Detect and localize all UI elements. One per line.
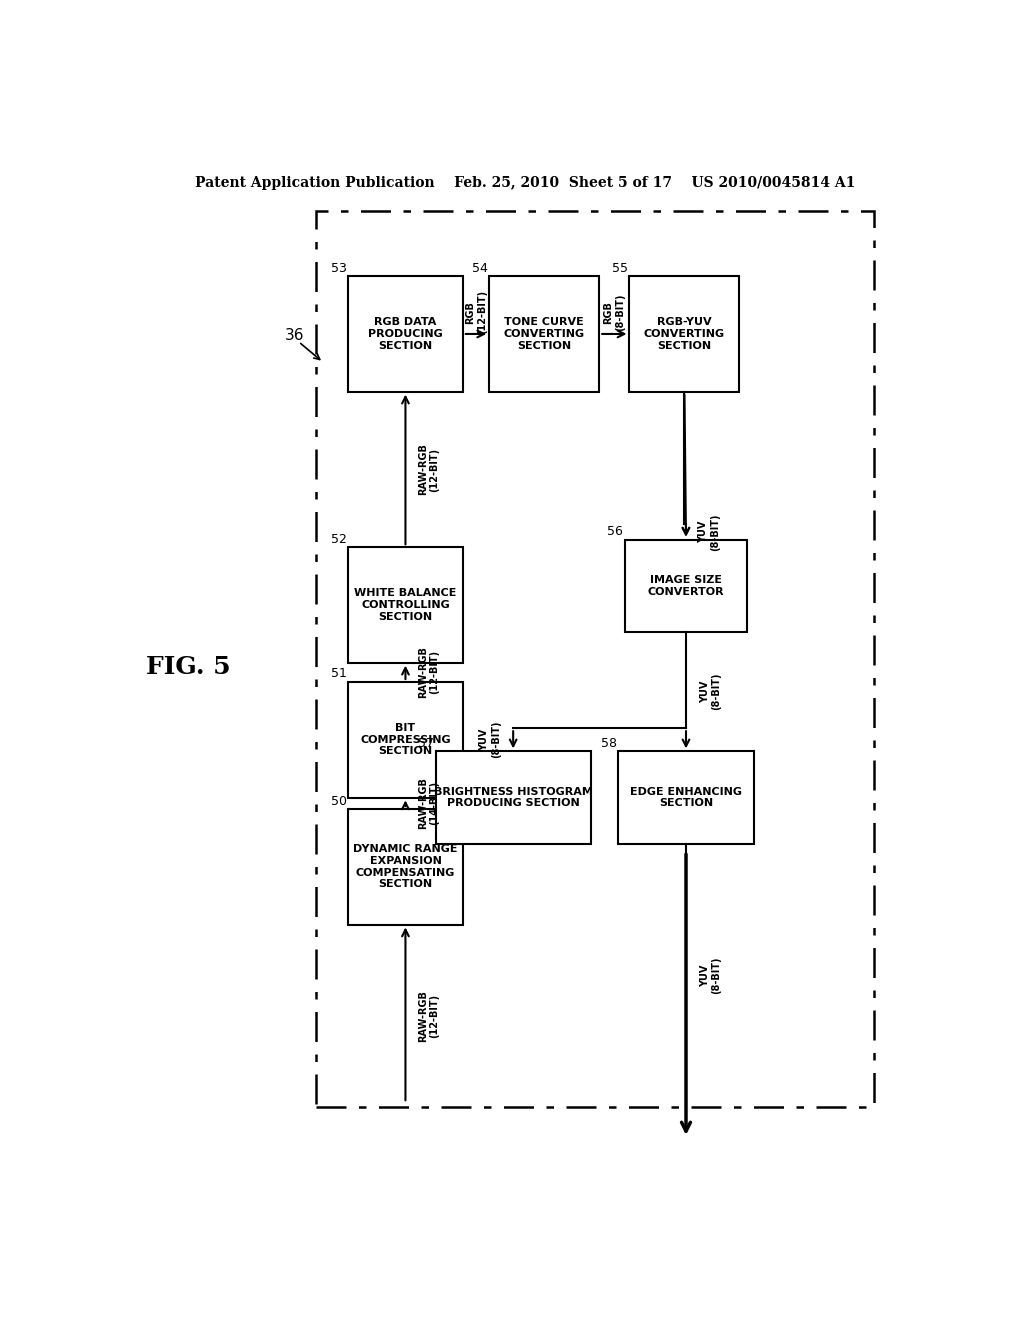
Text: YUV
(8-BIT): YUV (8-BIT) — [700, 673, 722, 710]
Text: RGB
(12-BIT): RGB (12-BIT) — [465, 290, 486, 334]
FancyBboxPatch shape — [630, 276, 739, 392]
Text: 55: 55 — [612, 261, 628, 275]
FancyBboxPatch shape — [435, 751, 591, 843]
Text: YUV
(8-BIT): YUV (8-BIT) — [698, 513, 720, 550]
Text: 53: 53 — [331, 261, 346, 275]
FancyBboxPatch shape — [348, 682, 463, 797]
FancyBboxPatch shape — [618, 751, 754, 843]
Text: FIG. 5: FIG. 5 — [146, 655, 230, 678]
Text: BRIGHTNESS HISTOGRAM
PRODUCING SECTION: BRIGHTNESS HISTOGRAM PRODUCING SECTION — [434, 787, 593, 808]
Text: IMAGE SIZE
CONVERTOR: IMAGE SIZE CONVERTOR — [648, 576, 724, 597]
FancyBboxPatch shape — [348, 276, 463, 392]
Text: RGB
(8-BIT): RGB (8-BIT) — [603, 293, 625, 331]
FancyBboxPatch shape — [348, 809, 463, 924]
Text: 58: 58 — [601, 737, 616, 750]
FancyBboxPatch shape — [348, 548, 463, 663]
Text: Patent Application Publication    Feb. 25, 2010  Sheet 5 of 17    US 2010/004581: Patent Application Publication Feb. 25, … — [195, 176, 855, 190]
Text: 36: 36 — [285, 327, 304, 343]
Text: RGB DATA
PRODUCING
SECTION: RGB DATA PRODUCING SECTION — [368, 317, 442, 351]
Text: RGB-YUV
CONVERTING
SECTION: RGB-YUV CONVERTING SECTION — [644, 317, 725, 351]
Text: 57: 57 — [418, 737, 434, 750]
Text: BIT
COMPRESSING
SECTION: BIT COMPRESSING SECTION — [360, 723, 451, 756]
Text: 56: 56 — [607, 525, 624, 539]
Text: YUV
(8-BIT): YUV (8-BIT) — [479, 721, 501, 759]
Text: WHITE BALANCE
CONTROLLING
SECTION: WHITE BALANCE CONTROLLING SECTION — [354, 589, 457, 622]
Text: RAW-RGB
(12-BIT): RAW-RGB (12-BIT) — [418, 444, 439, 495]
Text: RAW-RGB
(14-BIT): RAW-RGB (14-BIT) — [418, 777, 439, 829]
Text: 52: 52 — [331, 533, 346, 545]
Bar — [315, 211, 873, 1107]
Text: YUV
(8-BIT): YUV (8-BIT) — [700, 957, 722, 994]
FancyBboxPatch shape — [625, 540, 748, 632]
FancyBboxPatch shape — [489, 276, 599, 392]
Text: RAW-RGB
(12-BIT): RAW-RGB (12-BIT) — [418, 990, 439, 1041]
Text: 54: 54 — [472, 261, 487, 275]
Text: DYNAMIC RANGE
EXPANSION
COMPENSATING
SECTION: DYNAMIC RANGE EXPANSION COMPENSATING SEC… — [353, 845, 458, 890]
Text: 51: 51 — [331, 668, 346, 681]
Text: 50: 50 — [331, 795, 346, 808]
Text: RAW-RGB
(12-BIT): RAW-RGB (12-BIT) — [418, 647, 439, 698]
Text: EDGE ENHANCING
SECTION: EDGE ENHANCING SECTION — [630, 787, 742, 808]
Text: TONE CURVE
CONVERTING
SECTION: TONE CURVE CONVERTING SECTION — [504, 317, 585, 351]
